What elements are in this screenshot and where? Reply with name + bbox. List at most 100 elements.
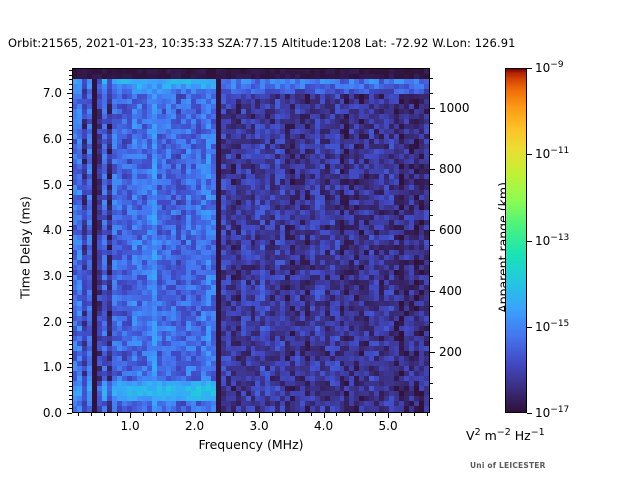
y2-tick-minor bbox=[430, 260, 433, 262]
x-tick-minor bbox=[142, 413, 144, 416]
y-tick-minor bbox=[69, 271, 72, 273]
y-tick-minor bbox=[69, 83, 72, 85]
y-tick-minor bbox=[69, 335, 72, 337]
y-tick-minor bbox=[69, 189, 72, 191]
y2-tick-minor bbox=[430, 77, 433, 79]
y-tick-minor bbox=[69, 294, 72, 296]
y-tick-minor bbox=[69, 129, 72, 131]
y-tick-minor bbox=[69, 289, 72, 291]
x-tick-label: 5.0 bbox=[378, 419, 398, 433]
y2-tick-minor bbox=[430, 382, 433, 384]
y2-tick-label: 200 bbox=[439, 345, 462, 360]
y2-tick-major bbox=[430, 169, 435, 171]
y-tick-minor bbox=[69, 134, 72, 136]
y-tick-minor bbox=[69, 312, 72, 314]
y-tick-minor bbox=[69, 166, 72, 168]
y-tick-minor bbox=[69, 257, 72, 259]
x-tick-minor bbox=[349, 413, 351, 416]
colorbar[interactable] bbox=[505, 68, 527, 413]
colorbar-tick bbox=[527, 326, 532, 328]
y-tick-label: 7.0 bbox=[42, 86, 62, 101]
y2-tick-label: 800 bbox=[439, 162, 462, 177]
colorbar-tick-label: 10−17 bbox=[535, 405, 570, 421]
y-tick-major bbox=[67, 275, 72, 277]
x-tick-minor bbox=[336, 413, 338, 416]
x-tick-minor bbox=[207, 413, 209, 416]
y-tick-label: 3.0 bbox=[42, 268, 62, 283]
x-tick-major bbox=[130, 413, 132, 418]
y-tick-minor bbox=[69, 70, 72, 72]
x-tick-minor bbox=[297, 413, 299, 416]
x-tick-minor bbox=[362, 413, 364, 416]
y2-tick-label: 1000 bbox=[439, 101, 470, 116]
y-tick-minor bbox=[69, 175, 72, 177]
y-tick-minor bbox=[69, 239, 72, 241]
y-tick-minor bbox=[69, 243, 72, 245]
x-tick-minor bbox=[91, 413, 93, 416]
y-tick-minor bbox=[69, 371, 72, 373]
x-tick-major bbox=[194, 413, 196, 418]
y-tick-minor bbox=[69, 234, 72, 236]
y-tick-minor bbox=[69, 97, 72, 99]
y-tick-major bbox=[67, 230, 72, 232]
y-tick-minor bbox=[69, 353, 72, 355]
x-tick-minor bbox=[155, 413, 157, 416]
y-tick-minor bbox=[69, 285, 72, 287]
institution-credit: Uni of LEICESTER bbox=[470, 461, 546, 470]
y2-tick-minor bbox=[430, 153, 433, 155]
y2-tick-major bbox=[430, 352, 435, 354]
y-tick-minor bbox=[69, 326, 72, 328]
y-tick-minor bbox=[69, 317, 72, 319]
y-tick-major bbox=[67, 367, 72, 369]
colorbar-tick-label: 10−15 bbox=[535, 318, 570, 334]
x-tick-label: 4.0 bbox=[314, 419, 334, 433]
colorbar-unit-text: V2 m−2 Hz−1 bbox=[466, 426, 545, 443]
y2-tick-label: 400 bbox=[439, 284, 462, 299]
colorbar-gradient bbox=[506, 69, 526, 412]
page-title: Orbit:21565, 2021-01-23, 10:35:33 SZA:77… bbox=[8, 36, 516, 50]
y2-tick-minor bbox=[430, 321, 433, 323]
y-tick-minor bbox=[69, 193, 72, 195]
y-tick-minor bbox=[69, 102, 72, 104]
y-tick-minor bbox=[69, 330, 72, 332]
x-tick-label: 2.0 bbox=[185, 419, 205, 433]
y2-tick-minor bbox=[430, 184, 433, 186]
x-tick-label: 1.0 bbox=[120, 419, 140, 433]
y-tick-minor bbox=[69, 143, 72, 145]
y2-tick-minor bbox=[430, 336, 433, 338]
x-tick-minor bbox=[104, 413, 106, 416]
x-tick-minor bbox=[400, 413, 402, 416]
y-tick-minor bbox=[69, 216, 72, 218]
y-tick-minor bbox=[69, 390, 72, 392]
y-tick-minor bbox=[69, 88, 72, 90]
y-tick-minor bbox=[69, 408, 72, 410]
x-tick-minor bbox=[117, 413, 119, 416]
y-tick-minor bbox=[69, 198, 72, 200]
x-tick-minor bbox=[246, 413, 248, 416]
y-tick-major bbox=[67, 93, 72, 95]
colorbar-tick-label: 10−11 bbox=[535, 146, 570, 162]
y-tick-minor bbox=[69, 125, 72, 127]
y2-tick-minor bbox=[430, 275, 433, 277]
y2-tick-minor bbox=[430, 138, 433, 140]
y-tick-minor bbox=[69, 248, 72, 250]
y-tick-minor bbox=[69, 339, 72, 341]
colorbar-tick bbox=[527, 68, 532, 69]
colorbar-unit-label: V2 m−2 Hz−1 bbox=[466, 428, 545, 443]
y-tick-label: 6.0 bbox=[42, 131, 62, 146]
y-tick-minor bbox=[69, 221, 72, 223]
y-tick-minor bbox=[69, 161, 72, 163]
y-tick-minor bbox=[69, 403, 72, 405]
x-tick-minor bbox=[413, 413, 415, 416]
colorbar-tick-label: 10−9 bbox=[535, 60, 564, 76]
x-tick-minor bbox=[181, 413, 183, 416]
y-tick-minor bbox=[69, 381, 72, 382]
y2-tick-minor bbox=[430, 367, 433, 369]
y-tick-major bbox=[67, 138, 72, 140]
heatmap-plot-area[interactable] bbox=[72, 68, 430, 413]
colorbar-tick bbox=[527, 154, 532, 156]
y-tick-minor bbox=[69, 399, 72, 401]
x-tick-minor bbox=[168, 413, 170, 416]
x-tick-major bbox=[323, 413, 325, 418]
y-tick-minor bbox=[69, 120, 72, 122]
